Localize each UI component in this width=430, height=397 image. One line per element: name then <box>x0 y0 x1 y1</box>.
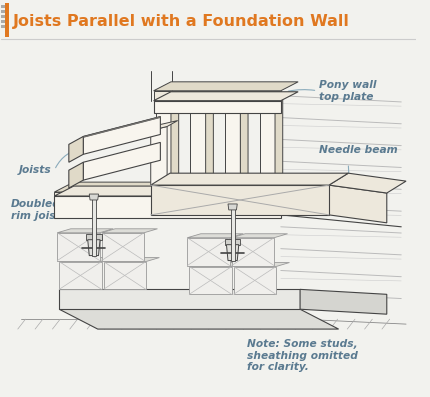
Polygon shape <box>54 196 281 218</box>
Polygon shape <box>59 258 115 262</box>
Polygon shape <box>275 97 283 196</box>
Polygon shape <box>151 121 178 131</box>
Polygon shape <box>240 97 248 196</box>
Bar <box>1 10 5 13</box>
Text: Joists: Joists <box>19 165 52 175</box>
Polygon shape <box>206 97 213 196</box>
Polygon shape <box>156 101 171 196</box>
Text: Doubled
rim joists: Doubled rim joists <box>11 199 67 221</box>
Polygon shape <box>54 186 300 196</box>
Polygon shape <box>83 117 160 154</box>
Polygon shape <box>69 162 83 188</box>
Polygon shape <box>231 204 234 260</box>
Polygon shape <box>187 238 230 266</box>
Text: Pony wall
top plate: Pony wall top plate <box>319 80 377 102</box>
Polygon shape <box>83 117 160 137</box>
Polygon shape <box>101 229 157 233</box>
Polygon shape <box>233 266 276 294</box>
Polygon shape <box>57 233 100 260</box>
Polygon shape <box>154 92 298 101</box>
Polygon shape <box>104 258 160 262</box>
Polygon shape <box>92 194 96 256</box>
Polygon shape <box>187 234 243 238</box>
Polygon shape <box>300 289 387 314</box>
Polygon shape <box>189 262 245 266</box>
Polygon shape <box>227 245 239 260</box>
Bar <box>1 25 5 28</box>
Polygon shape <box>104 262 146 289</box>
Text: Note: Some studs,
sheathing omitted
for clarity.: Note: Some studs, sheathing omitted for … <box>247 339 358 372</box>
Polygon shape <box>151 185 329 215</box>
Polygon shape <box>233 262 289 266</box>
Polygon shape <box>88 240 100 256</box>
Text: Joists Parallel with a Foundation Wall: Joists Parallel with a Foundation Wall <box>13 14 350 29</box>
Polygon shape <box>225 239 240 245</box>
Polygon shape <box>329 173 406 193</box>
Polygon shape <box>154 91 281 101</box>
Polygon shape <box>69 137 83 162</box>
Polygon shape <box>59 289 300 309</box>
Polygon shape <box>86 234 101 240</box>
Polygon shape <box>232 238 274 266</box>
Polygon shape <box>89 194 98 200</box>
Polygon shape <box>151 127 167 185</box>
Polygon shape <box>54 192 281 214</box>
Polygon shape <box>171 97 179 196</box>
Bar <box>1 6 5 8</box>
Bar <box>1 15 5 18</box>
Polygon shape <box>59 309 338 329</box>
Polygon shape <box>101 233 144 260</box>
Polygon shape <box>260 101 275 196</box>
Polygon shape <box>190 101 206 196</box>
Bar <box>5 4 9 37</box>
Polygon shape <box>154 82 298 91</box>
Polygon shape <box>225 101 240 196</box>
Polygon shape <box>329 185 387 223</box>
Polygon shape <box>228 204 237 210</box>
Polygon shape <box>57 229 113 233</box>
Text: Needle beam: Needle beam <box>319 145 398 155</box>
Polygon shape <box>54 182 300 192</box>
Polygon shape <box>154 101 281 113</box>
Polygon shape <box>59 262 101 289</box>
Bar <box>1 20 5 23</box>
Polygon shape <box>83 143 160 180</box>
Polygon shape <box>232 234 288 238</box>
Polygon shape <box>151 173 348 185</box>
Polygon shape <box>189 266 232 294</box>
